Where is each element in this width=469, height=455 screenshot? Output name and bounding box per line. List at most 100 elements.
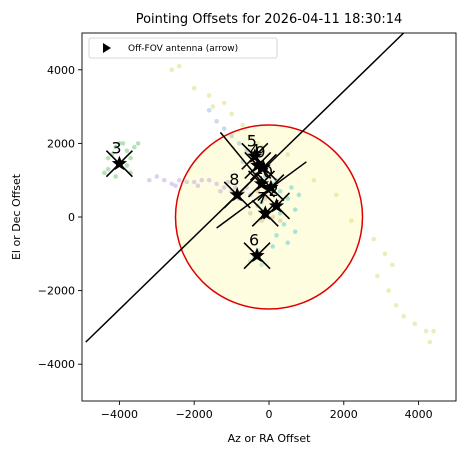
scatter-point-ant3: [120, 141, 126, 146]
scatter-point-ant3: [105, 166, 111, 172]
chart-title: Pointing Offsets for 2026-04-11 18:30:14: [136, 12, 403, 27]
scatter-point-ant3: [124, 148, 130, 154]
scatter-point-ant3: [132, 144, 137, 150]
scatter-point-ant7: [248, 211, 253, 216]
scatter-point-ant9-trail: [206, 93, 212, 98]
scatter-point-ant6: [259, 262, 264, 268]
y-tick-label: 0: [68, 211, 75, 224]
antenna-label: 2: [268, 181, 278, 200]
scatter-point-ant8-cloud: [154, 174, 160, 179]
scatter-point-ant4: [262, 196, 268, 201]
scatter-point-ant9-trail: [191, 85, 197, 91]
scatter-point-ant0: [277, 188, 283, 194]
y-axis-label: El or Dec Offset: [10, 173, 23, 260]
scatter-point-ant8-cloud: [199, 177, 204, 183]
scatter-point-ant1: [206, 107, 212, 113]
y-tick-label: 2000: [47, 137, 75, 150]
scatter-point-ant7: [259, 218, 264, 223]
scatter-point-ant8-cloud: [173, 183, 178, 189]
scatter-point-ant3: [105, 155, 111, 161]
y-tick-label: 4000: [47, 64, 75, 77]
scatter-point-ant9-trail: [311, 177, 317, 183]
scatter-point-ant9-trail: [427, 339, 433, 345]
scatter-point-ant9-trail: [240, 122, 246, 128]
scatter-point-ant9-trail: [375, 273, 380, 279]
antenna-star-icon: [263, 179, 279, 194]
crossing-segment-1: [216, 161, 307, 229]
scatter-point-ant0: [289, 185, 294, 190]
scatter-point-ant7: [270, 214, 276, 220]
scatter-point-ant9-trail: [176, 63, 182, 69]
scatter-point-ant9-trail: [255, 141, 261, 146]
scatter-point-ant3: [102, 170, 107, 176]
scatter-point-ant1: [229, 133, 234, 139]
scatter-point-ant3: [124, 163, 130, 168]
x-tick-label: 4000: [405, 408, 433, 421]
scatter-point-ant8-cloud: [191, 179, 197, 185]
scatter-point-ant0: [262, 174, 268, 179]
scatter-point-ant0: [292, 229, 298, 235]
scatter-point-ant3: [117, 141, 122, 146]
scatter-point-ant8-cloud: [147, 177, 152, 183]
scatter-point-ant8-cloud: [233, 185, 238, 190]
antenna-star-icon: [257, 205, 273, 220]
scatter-point-ant0: [259, 199, 264, 205]
scatter-point-ant9-trail: [348, 218, 354, 223]
scatter-point-ant0: [281, 222, 287, 227]
scatter-point-ant9-trail: [229, 111, 234, 117]
scatter-point-ant9-trail: [423, 328, 429, 334]
antenna-marker-7: 7: [251, 188, 279, 227]
x-axis-label: Az or RA Offset: [228, 432, 311, 445]
scatter-point-ant9-trail: [169, 67, 175, 73]
antenna-star-icon: [247, 148, 263, 163]
scatter-point-ant3: [128, 155, 133, 161]
x-tick-label: −4000: [101, 408, 138, 421]
scatter-point-ant8-cloud: [176, 177, 182, 183]
antenna-star-icon: [229, 186, 245, 202]
antenna-marker-1: 1: [247, 159, 276, 198]
scatter-point-ant9-trail: [386, 288, 391, 293]
antenna-marker-8: 8: [223, 170, 251, 209]
antenna-label: 9: [255, 142, 265, 161]
scatter-point-ant8-cloud: [169, 181, 175, 187]
scatter-point-ant3: [113, 174, 118, 179]
antenna-label: 6: [249, 231, 259, 250]
legend: Off-FOV antenna (arrow): [88, 37, 278, 59]
scatter-point-ant3: [135, 141, 141, 146]
antenna-marker-6: 6: [243, 231, 271, 270]
scatter-point-ant0: [285, 240, 291, 246]
scatter-point-ant8-cloud: [214, 181, 219, 187]
scatter-point-ant0: [292, 207, 298, 212]
scatter-point-ant8-cloud: [221, 185, 227, 190]
y-tick-label: −2000: [38, 285, 75, 298]
x-tick-label: 2000: [330, 408, 358, 421]
scatter-point-ant9-trail: [221, 100, 227, 106]
scatter-point-ant1: [221, 126, 227, 131]
antenna-label: 7: [257, 188, 267, 207]
scatter-point-ant9-trail: [371, 236, 377, 242]
antenna-star-icon: [249, 247, 265, 263]
scatter-point-ant9-trail: [401, 314, 406, 319]
antenna-star-icon: [268, 198, 285, 213]
antenna-star-icon: [255, 159, 271, 174]
antenna-label: 4: [250, 140, 260, 159]
scatter-point-ant9-trail: [393, 303, 399, 308]
scatter-point-ant9-trail: [334, 192, 339, 198]
scatter-point-ant8-cloud: [225, 179, 231, 185]
scatter-point-ant9-trail: [248, 133, 253, 139]
scatter-point-ant0: [274, 233, 279, 238]
x-tick-label: 0: [266, 408, 273, 421]
antenna-star-icon: [253, 175, 270, 191]
scatter-point-ant0: [277, 211, 283, 216]
scatter-point-ant3: [113, 144, 118, 150]
y-tick-label: −4000: [38, 358, 75, 371]
antenna-marker-3: 3: [105, 139, 133, 178]
antenna-label: 5: [247, 131, 257, 150]
scatter-point-ant9-trail: [390, 262, 395, 268]
scatter-point-ant9-trail: [412, 321, 418, 327]
scatter-point-ant9-trail: [382, 251, 388, 257]
scatter-point-ant0: [270, 244, 276, 249]
antenna-label: 8: [229, 170, 239, 189]
scatter-point-ant8-cloud: [161, 177, 167, 183]
